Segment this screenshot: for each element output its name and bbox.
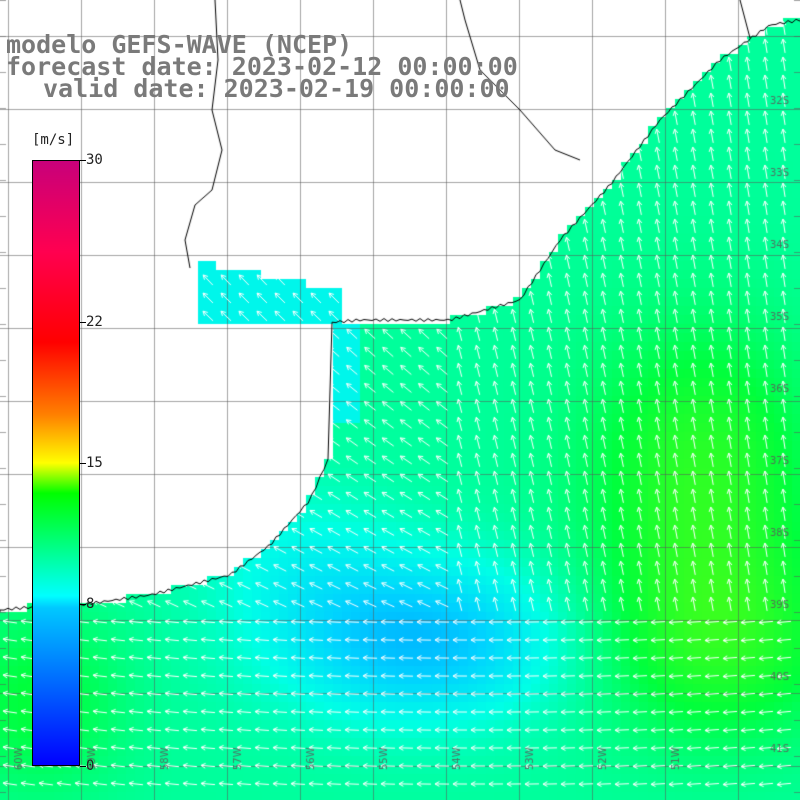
colorbar <box>32 160 80 766</box>
colorbar-tick <box>80 766 86 767</box>
colorbar-unit-label: [m/s] <box>32 132 75 148</box>
colorbar-tick-label: 15 <box>86 455 103 471</box>
colorbar-tick <box>80 322 86 323</box>
colorbar-tick <box>80 604 86 605</box>
colorbar-tick-label: 22 <box>86 313 103 330</box>
title-model: modelo GEFS-WAVE (NCEP) <box>6 30 353 59</box>
title-forecast-date: forecast date: 2023-02-12 00:00:00 <box>6 52 518 81</box>
colorbar-tick-label: 8 <box>86 596 95 613</box>
colorbar-tick <box>80 160 86 161</box>
title-valid-date: valid date: 2023-02-19 00:00:00 <box>43 74 510 103</box>
colorbar-tick-label: 0 <box>86 758 95 774</box>
colorbar-tick <box>80 463 86 464</box>
colorbar-tick-label: 30 <box>86 152 103 168</box>
